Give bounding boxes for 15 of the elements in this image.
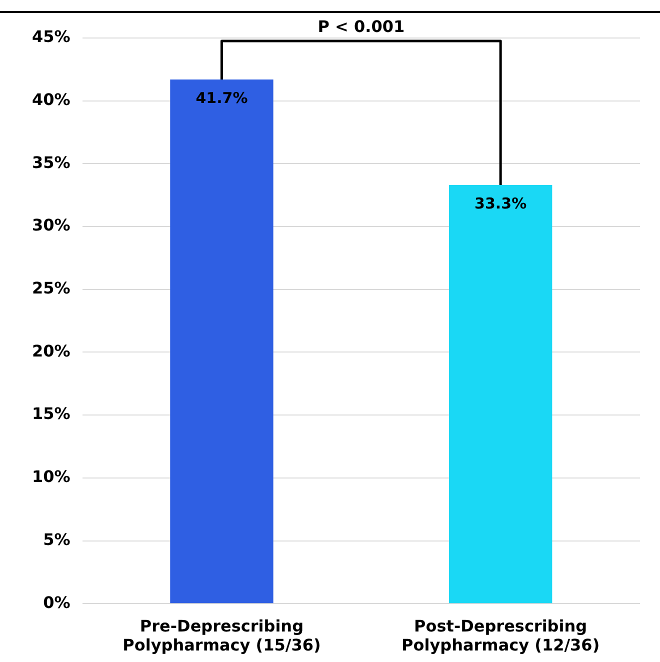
y-tick-label: 0% [43,592,70,612]
y-tick-label: 40% [32,90,70,109]
y-tick-label: 35% [32,152,70,172]
x-tick-label: Post-Deprescribing Polypharmacy (12/36) [402,616,600,655]
data-label: 41.7% [196,88,248,107]
text: P < 0.001 [318,17,405,36]
y-tick-label: 45% [32,27,70,46]
y-tick-label: 15% [32,404,70,424]
y-tick-label: 5% [43,530,70,549]
y-tick-label: 30% [32,216,70,235]
data-label: 33.3% [474,194,527,212]
y-tick-label: 10% [32,467,70,486]
y-tick-label: 20% [32,341,70,360]
x-tick-label: Pre-Deprescribing Polypharmacy (15/36) [122,616,321,655]
y-tick-label: 25% [32,278,70,298]
